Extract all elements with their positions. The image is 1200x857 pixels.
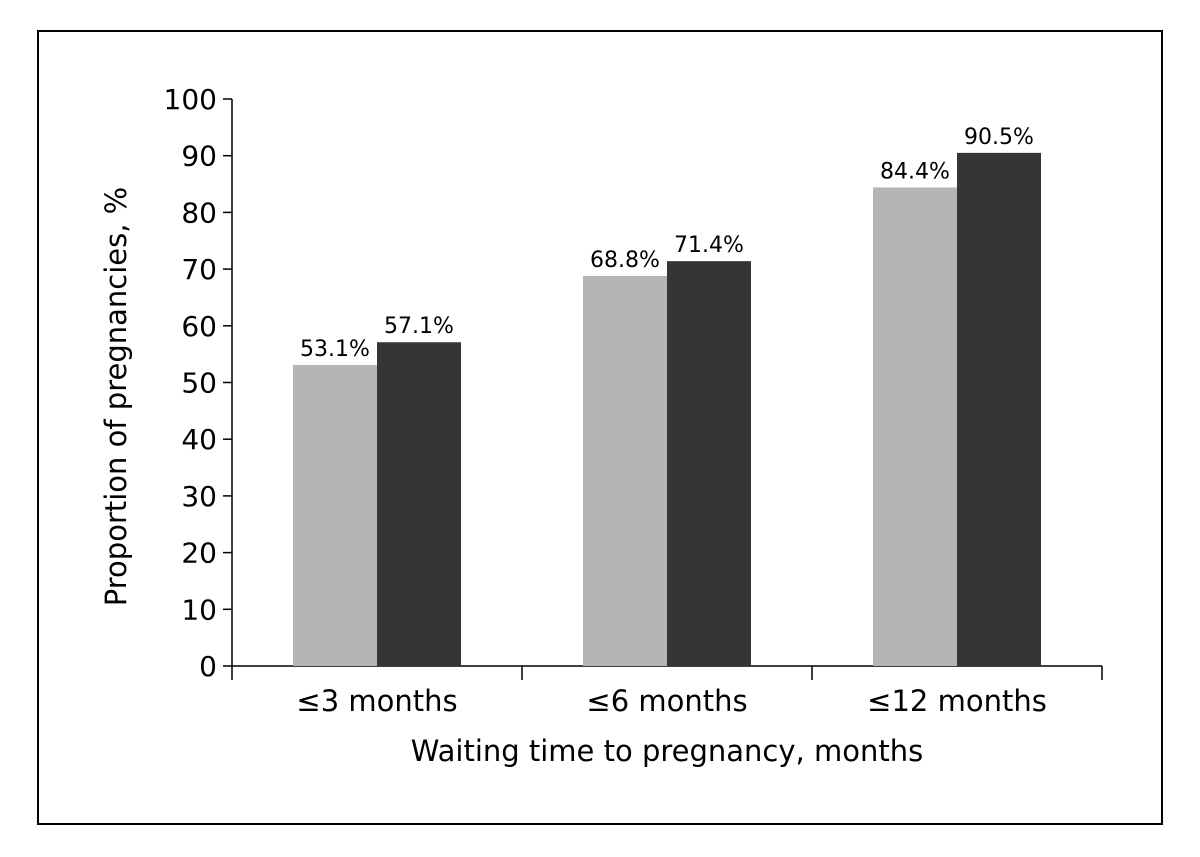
bar [377, 342, 461, 666]
bars [293, 152, 1041, 667]
bar-value-label: 71.4% [674, 233, 744, 258]
y-tick-label: 50 [181, 367, 217, 400]
y-tick-label: 60 [181, 310, 217, 343]
bar-value-label: 84.4% [880, 159, 950, 184]
y-tick-label: 20 [181, 537, 217, 570]
y-tick-label: 10 [181, 593, 217, 626]
bar [667, 261, 751, 666]
y-tick-label: 80 [181, 196, 217, 229]
y-axis: 0 10 20 30 40 50 60 70 80 90 100 [164, 83, 233, 683]
y-tick-label: 30 [181, 480, 217, 513]
y-tick-label: 70 [181, 253, 217, 286]
chart-frame [37, 30, 1163, 825]
x-axis-title: Waiting time to pregnancy, months [411, 734, 923, 768]
x-category-label: ≤12 months [867, 684, 1047, 718]
x-category-label: ≤6 months [586, 684, 747, 718]
bar-value-label: 90.5% [964, 125, 1034, 150]
bar [293, 364, 377, 666]
bar [957, 152, 1041, 667]
bar-value-label: 68.8% [590, 248, 660, 273]
y-tick-label: 100 [164, 83, 217, 116]
x-axis: ≤3 months ≤6 months ≤12 months [231, 665, 1103, 718]
bar [583, 275, 667, 666]
y-tick-label: 40 [181, 423, 217, 456]
bar [873, 187, 957, 666]
y-axis-title: Proportion of pregnancies, % [99, 187, 133, 606]
data-labels: 53.1% 57.1% 68.8% 71.4% 84.4% 90.5% [300, 125, 1034, 362]
bar-value-label: 57.1% [384, 314, 454, 339]
y-tick-label: 0 [199, 650, 217, 683]
y-tick-label: 90 [181, 140, 217, 173]
x-category-label: ≤3 months [296, 684, 457, 718]
bar-value-label: 53.1% [300, 337, 370, 362]
